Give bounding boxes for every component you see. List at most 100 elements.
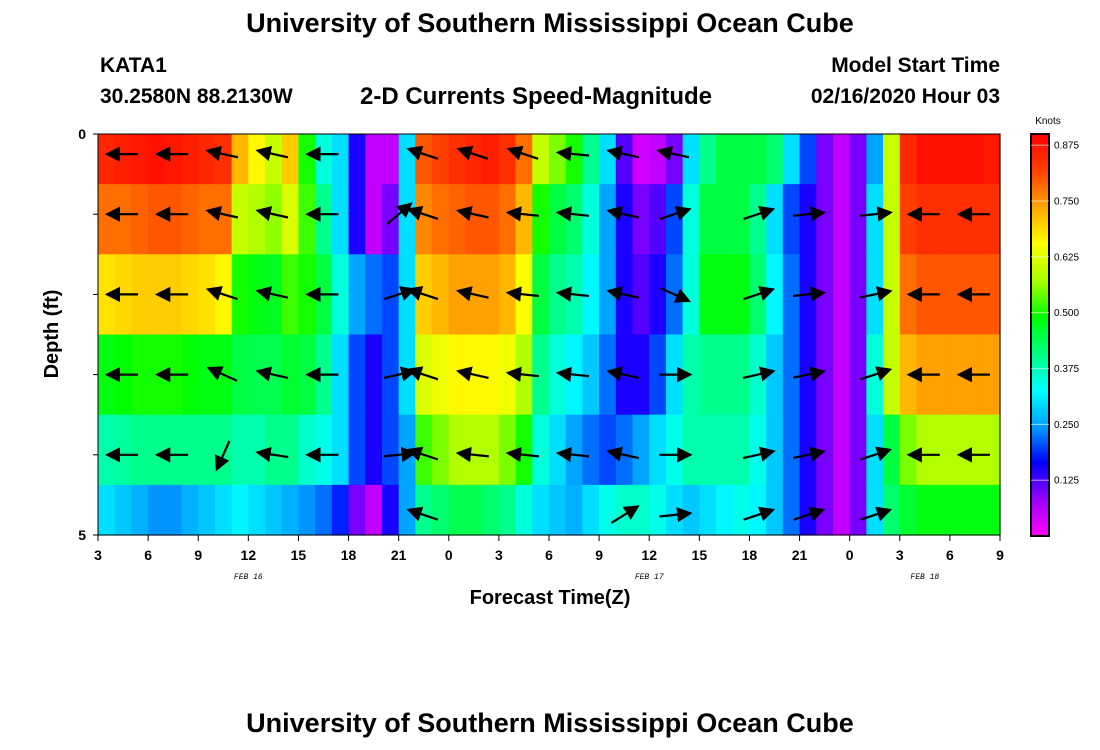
heatmap-cell — [565, 134, 583, 185]
heatmap-cell — [515, 484, 533, 536]
x-tick-label: 15 — [692, 547, 708, 563]
heatmap-cell — [148, 484, 166, 536]
current-vector — [656, 145, 690, 161]
heatmap-cell — [649, 414, 667, 486]
heatmap-cell — [582, 254, 600, 336]
heatmap-cell — [682, 254, 700, 336]
heatmap-cell — [281, 254, 300, 336]
heatmap-cell — [749, 414, 767, 486]
heatmap-cell — [933, 184, 951, 255]
current-vector — [859, 206, 893, 222]
heatmap-cell — [365, 484, 383, 536]
heatmap-cell — [716, 484, 734, 536]
heatmap-cell — [749, 484, 767, 536]
heatmap-cell — [448, 254, 467, 336]
heatmap-cell — [465, 484, 483, 536]
heatmap-cell — [549, 184, 567, 255]
heatmap-cell — [883, 254, 901, 336]
heatmap-cell — [632, 134, 650, 185]
colorbar-tick-label: 0.750 — [1054, 197, 1079, 208]
heatmap-cell — [899, 134, 918, 185]
current-vector — [792, 206, 827, 222]
x-tick-label: 9 — [194, 547, 202, 563]
heatmap-cell — [899, 484, 918, 536]
heatmap-cell — [782, 484, 801, 536]
station-id: KATA1 — [100, 54, 167, 77]
heatmap-cell — [933, 134, 951, 185]
heatmap-cell — [331, 484, 350, 536]
heatmap-cell — [966, 184, 984, 255]
heatmap-cell — [432, 254, 450, 336]
heatmap-cell — [515, 134, 533, 185]
current-vector — [406, 205, 439, 221]
heatmap-cell — [983, 134, 1001, 185]
heatmap-cell — [114, 414, 132, 486]
y-axis-label: Depth (ft) — [41, 290, 63, 379]
colorbar: 0.875 0.750 0.625 0.500 0.375 0.250 0.125 — [1030, 133, 1079, 537]
heatmap-cell — [983, 254, 1001, 336]
heatmap-cell — [532, 414, 550, 486]
heatmap-cell — [983, 484, 1001, 536]
current-vector — [205, 145, 239, 161]
heatmap-cell — [649, 184, 667, 255]
heatmap-cell — [866, 484, 884, 536]
heatmap-cell — [465, 184, 483, 255]
x-tick-label: 3 — [896, 547, 904, 563]
heatmap-cell — [315, 414, 333, 486]
heatmap-cell — [465, 134, 483, 185]
current-vector — [742, 446, 776, 462]
model-start-label: Model Start Time — [831, 54, 1000, 77]
model-start-value: 02/16/2020 Hour 03 — [810, 85, 1000, 108]
current-vector — [606, 446, 640, 462]
current-vector — [860, 446, 893, 462]
heatmap-cell — [983, 334, 1001, 416]
heatmap-cell — [699, 254, 717, 336]
heatmap-cell — [398, 414, 416, 486]
x-axis: 3 6 9 12 15 18 21 0 3 6 9 12 15 18 21 0 3 6 9 FEB 16 FEB 17 F… — [94, 535, 1004, 582]
heatmap-cell — [866, 134, 884, 185]
heatmap-cell — [732, 254, 751, 336]
heatmap-cell — [298, 134, 316, 185]
heatmap-cell — [198, 184, 216, 255]
heatmap-cell — [916, 184, 934, 255]
current-vector — [505, 286, 540, 302]
heatmap-cell — [365, 134, 383, 185]
heatmap-cell — [231, 334, 249, 416]
heatmap-cell — [816, 184, 834, 255]
speed-heatmap — [98, 134, 1001, 536]
heatmap-cell — [148, 414, 166, 486]
heatmap-cell — [98, 184, 116, 255]
heatmap-cell — [331, 184, 350, 255]
heatmap-cell — [348, 334, 366, 416]
current-vector — [555, 206, 590, 222]
heatmap-cell — [949, 414, 968, 486]
heatmap-cell — [432, 334, 450, 416]
y-tick-label: 5 — [78, 527, 86, 543]
heatmap-cell — [381, 254, 400, 336]
heatmap-cell — [983, 414, 1001, 486]
heatmap-cell — [716, 184, 734, 255]
heatmap-cell — [231, 484, 249, 536]
colorbar-tick-label: 0.500 — [1054, 308, 1079, 319]
heatmap-cell — [716, 414, 734, 486]
current-vector — [255, 145, 289, 161]
heatmap-cell — [181, 254, 199, 336]
heatmap-cell — [732, 484, 751, 536]
heatmap-cell — [281, 484, 300, 536]
heatmap-cell — [381, 484, 400, 536]
heatmap-cell — [582, 484, 600, 536]
heatmap-cell — [131, 334, 149, 416]
heatmap-cell — [198, 414, 216, 486]
heatmap-cell — [866, 184, 884, 255]
date-label: FEB 17 — [635, 573, 664, 582]
heatmap-cell — [599, 184, 617, 255]
heatmap-cell — [348, 254, 366, 336]
heatmap-cell — [498, 484, 517, 536]
heatmap-cell — [549, 254, 567, 336]
current-vector — [206, 366, 238, 382]
heatmap-cell — [482, 334, 500, 416]
heatmap-cell — [398, 134, 416, 185]
colorbar-tick-label: 0.125 — [1054, 476, 1079, 487]
heatmap-cell — [832, 484, 851, 536]
current-vector — [659, 205, 692, 221]
